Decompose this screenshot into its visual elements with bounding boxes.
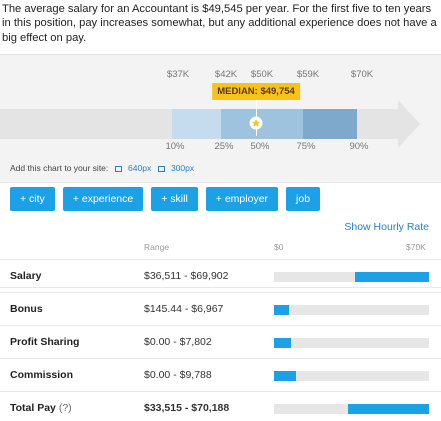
pay-row-range: $0.00 - $7,802 [144,336,212,348]
salary-tick-4: $70K [350,69,374,80]
add-experience-button[interactable]: + experience [62,187,144,211]
median-badge: MEDIAN: $49,754 [212,83,300,100]
add-city-button[interactable]: + city [10,187,55,211]
embed-label: Add this chart to your site: [10,163,109,173]
embed-size-icon [157,165,165,172]
pay-range-fill [354,272,429,282]
median-marker [249,116,263,130]
embed-640-link[interactable]: 640px [128,163,152,173]
pay-row-profit-sharing: Profit Sharing $0.00 - $7,802 [0,325,441,358]
salary-tick-2: $50K [250,69,274,80]
pay-range-track [274,404,429,414]
show-hourly-rate-link[interactable]: Show Hourly Rate [344,221,429,233]
pay-row-label: Commission [10,369,74,381]
intro-paragraph: The average salary for an Accountant is … [2,3,437,44]
embed-chart-row: Add this chart to your site: 640px 300px [10,163,194,173]
percentile-label-0: 10% [165,141,185,152]
star-icon [251,118,261,127]
pay-row-total-pay: Total Pay (?) $33,515 - $70,188 [0,391,441,421]
pay-range-fill [347,404,429,414]
pay-row-range: $0.00 - $9,788 [144,369,212,381]
range-header: Range [144,242,170,252]
pay-row-label: Total Pay (?) [10,402,72,414]
embed-300-link[interactable]: 300px [170,163,195,173]
pay-range-track [274,371,429,381]
total-pay-help-icon[interactable]: (?) [58,402,72,414]
pay-range-track [274,305,429,315]
pay-range-fill [274,371,296,381]
chart-arrow-head [398,100,420,148]
pay-range-fill [274,338,292,348]
add-skill-button[interactable]: + skill [151,187,198,211]
job-button[interactable]: job [286,187,321,211]
add-employer-button[interactable]: + employer [205,187,279,211]
salary-tick-3: $59K [296,69,320,80]
segment-10-25 [172,109,221,139]
pay-range-track [274,338,429,348]
filter-button-row: + city + experience + skill + employer j… [10,187,321,211]
pay-row-range: $33,515 - $70,188 [144,402,230,414]
pay-row-bonus: Bonus $145.44 - $6,967 [0,292,441,325]
percentile-label-4: 90% [349,141,369,152]
pay-row-label: Bonus [10,303,43,315]
embed-size-icon [114,165,122,172]
scale-max-label: $70K [406,242,426,252]
pay-row-range: $36,511 - $69,902 [144,270,229,282]
salary-tick-1: $42K [214,69,238,80]
pay-range-fill [274,305,290,315]
scale-min-label: $0 [274,242,284,252]
pay-row-commission: Commission $0.00 - $9,788 [0,358,441,391]
segment-75-90 [303,109,357,139]
salary-panel: $37K $42K $50K $59K $70K MEDIAN: $49,754… [0,54,441,421]
salary-percentile-chart: $37K $42K $50K $59K $70K MEDIAN: $49,754… [0,55,441,182]
salary-tick-0: $37K [166,69,190,80]
pay-row-label: Profit Sharing [10,336,80,348]
percentile-label-2: 50% [250,141,270,152]
pay-row-range: $145.44 - $6,967 [144,303,224,315]
percentile-label-1: 25% [214,141,234,152]
percentile-label-3: 75% [296,141,316,152]
pay-row-label: Salary [10,270,42,282]
pay-row-salary: Salary $36,511 - $69,902 [0,259,441,292]
pay-range-track [274,272,429,282]
